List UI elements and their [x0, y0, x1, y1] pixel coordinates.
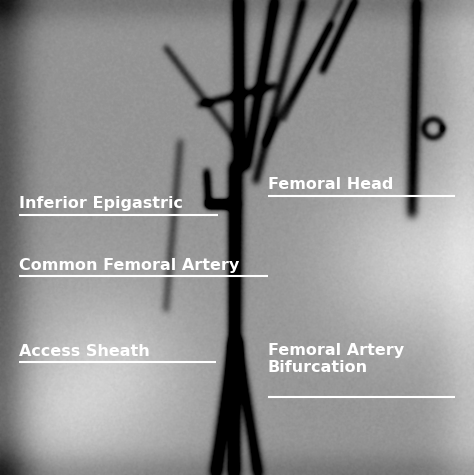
Text: Access Sheath: Access Sheath — [19, 343, 150, 359]
Text: Femoral Head: Femoral Head — [268, 177, 393, 192]
Text: Inferior Epigastric: Inferior Epigastric — [19, 196, 183, 211]
Text: Femoral Artery
Bifurcation: Femoral Artery Bifurcation — [268, 343, 404, 375]
Text: Common Femoral Artery: Common Femoral Artery — [19, 258, 239, 273]
